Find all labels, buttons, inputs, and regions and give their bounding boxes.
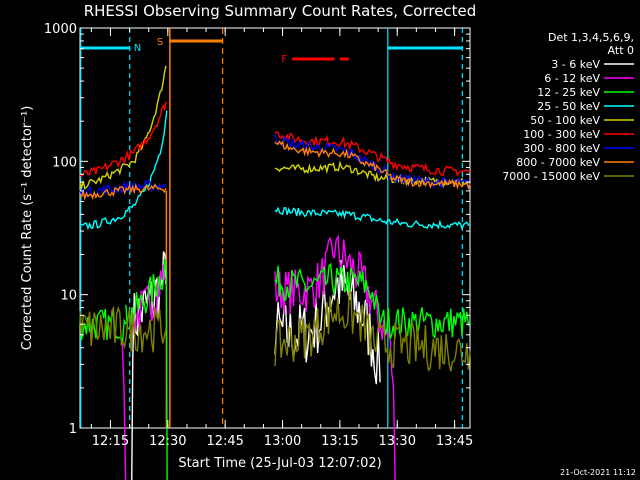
x-axis-label: Start Time (25-Jul-03 12:07:02) [178,456,381,471]
y-axis-label: Corrected Count Rate (s⁻¹ detector⁻¹) [20,106,35,351]
footer-date: 21-Oct-2021 11:12 [560,468,636,477]
plot-frame [79,27,471,429]
legend-entry-3-6-kev: 3 - 6 keV [551,58,634,71]
legend-entry-12-25-kev: 12 - 25 keV [537,86,634,99]
legend-label-50-100-kev: 50 - 100 keV [530,114,600,127]
series-100-300-kev [79,101,470,178]
legend-entry-7000-15000-kev: 7000 - 15000 keV [502,170,634,183]
legend-entry-300-800-kev: 300 - 800 keV [523,142,634,155]
series-7000-15000-kev [79,291,471,372]
legend-label-800-7000-kev: 800 - 7000 keV [516,156,600,169]
series-800-7000-kev-segment-0 [79,182,167,201]
series-50-100-kev-segment-0 [79,65,167,191]
legend-entry-100-300-kev: 100 - 300 keV [523,128,634,141]
night-flag-label: N [134,43,141,54]
x-tick-label-12:45: 12:45 [206,434,243,449]
x-tick-label-12:15: 12:15 [92,434,129,449]
legend-label-25-50-kev: 25 - 50 keV [537,100,600,113]
legend-entry-50-100-kev: 50 - 100 keV [530,114,634,127]
legend-entry-6-12-kev: 6 - 12 keV [544,72,634,85]
series-100-300-kev-segment-0 [79,101,167,178]
series-6-12-kev-segment-1 [132,264,167,335]
legend-label-100-300-kev: 100 - 300 keV [523,128,600,141]
series-layer [79,65,471,480]
legend-entry-800-7000-kev: 800 - 7000 keV [516,156,634,169]
series-12-25-kev-segment-0 [79,308,127,343]
x-tick-label-13:30: 13:30 [379,434,416,449]
series-300-800-kev-segment-1 [274,134,471,191]
legend-entry-25-50-kev: 25 - 50 keV [537,100,634,113]
legend-label-7000-15000-kev: 7000 - 15000 keV [502,170,600,183]
x-tick-label-12:30: 12:30 [149,434,186,449]
series-12-25-kev-segment-2 [274,262,471,340]
series-25-50-kev-segment-0 [79,110,168,231]
x-tick-label-13:45: 13:45 [436,434,473,449]
x-tick-label-13:00: 13:00 [264,434,301,449]
series-800-7000-kev-segment-1 [274,139,471,191]
series-7000-15000-kev-segment-1 [274,291,471,372]
series-25-50-kev [79,110,471,231]
series-6-12-kev-segment-0 [121,339,127,480]
legend-header-line-1: Det 1,3,4,5,6,9, [548,31,634,44]
y-tick-label-100: 100 [52,155,77,170]
legend-header-line-2: Att 0 [608,44,634,57]
flag-layer: N S F [80,28,463,428]
series-800-7000-kev [79,139,471,201]
chart-title: RHESSI Observing Summary Count Rates, Co… [84,2,477,20]
series-25-50-kev-segment-1 [274,206,471,231]
x-tick-label-13:15: 13:15 [321,434,358,449]
tick-layer: 1 10 100 1000 12:15 12:30 12:45 13:00 13:15 13:30… [44,22,473,449]
y-tick-label-1: 1 [69,422,77,437]
saa-flag-label: S [157,37,163,48]
legend-label-6-12-kev: 6 - 12 keV [544,72,600,85]
y-tick-label-10: 10 [60,289,77,304]
series-7000-15000-kev-segment-0 [79,305,167,353]
legend-label-300-800-kev: 300 - 800 keV [523,142,600,155]
legend-label-3-6-kev: 3 - 6 keV [551,58,600,71]
flare-flag-label: F [281,54,287,65]
legend-label-12-25-kev: 12 - 25 keV [537,86,600,99]
y-tick-label-1000: 1000 [44,22,77,37]
